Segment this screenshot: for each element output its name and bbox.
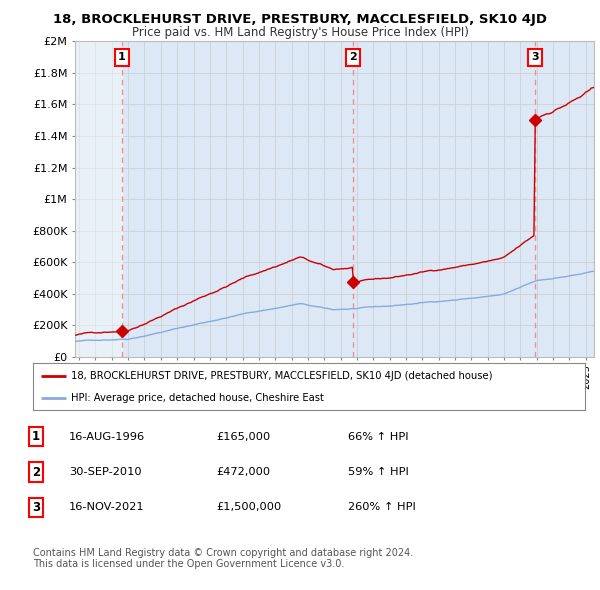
Bar [75,41,122,357]
Bar [75,41,122,357]
Text: This data is licensed under the Open Government Licence v3.0.: This data is licensed under the Open Gov… [33,559,344,569]
Text: 18, BROCKLEHURST DRIVE, PRESTBURY, MACCLESFIELD, SK10 4JD: 18, BROCKLEHURST DRIVE, PRESTBURY, MACCL… [53,13,547,26]
Text: £1,500,000: £1,500,000 [216,503,281,512]
Text: 3: 3 [531,53,539,63]
Text: 3: 3 [32,501,40,514]
Text: 1: 1 [118,53,126,63]
Text: 2: 2 [349,53,357,63]
Text: £165,000: £165,000 [216,432,270,441]
Text: 18, BROCKLEHURST DRIVE, PRESTBURY, MACCLESFIELD, SK10 4JD (detached house): 18, BROCKLEHURST DRIVE, PRESTBURY, MACCL… [71,371,492,381]
Text: 30-SEP-2010: 30-SEP-2010 [69,467,142,477]
Text: £472,000: £472,000 [216,467,270,477]
Text: 1: 1 [32,430,40,443]
Text: 260% ↑ HPI: 260% ↑ HPI [348,503,416,512]
Text: Contains HM Land Registry data © Crown copyright and database right 2024.: Contains HM Land Registry data © Crown c… [33,548,413,558]
Text: HPI: Average price, detached house, Cheshire East: HPI: Average price, detached house, Ches… [71,394,323,403]
Text: 16-NOV-2021: 16-NOV-2021 [69,503,145,512]
Text: 66% ↑ HPI: 66% ↑ HPI [348,432,409,441]
Text: 16-AUG-1996: 16-AUG-1996 [69,432,145,441]
Text: 2: 2 [32,466,40,478]
Text: Price paid vs. HM Land Registry's House Price Index (HPI): Price paid vs. HM Land Registry's House … [131,26,469,39]
Text: 59% ↑ HPI: 59% ↑ HPI [348,467,409,477]
